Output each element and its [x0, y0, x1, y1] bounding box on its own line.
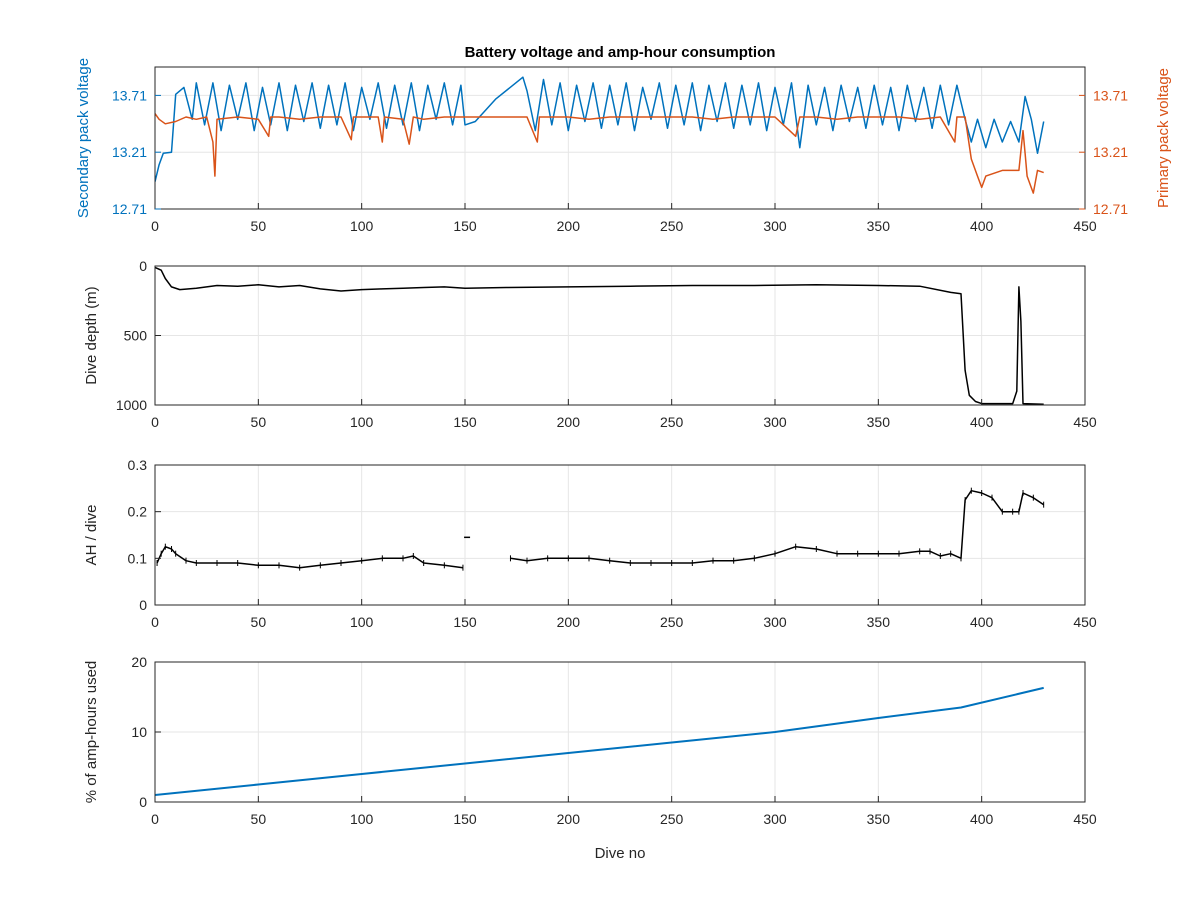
plot-area [155, 465, 1085, 605]
y-tick-label: 0 [139, 794, 147, 810]
x-tick-label: 400 [970, 414, 994, 430]
x-tick-label: 0 [151, 414, 159, 430]
x-tick-label: 200 [557, 218, 581, 234]
y-tick-label: 0 [139, 597, 147, 613]
series-line-1 [155, 686, 1044, 796]
y-tick-label: 13.71 [112, 87, 147, 103]
y-tick-label: 12.71 [112, 201, 147, 217]
x-tick-label: 300 [763, 414, 787, 430]
series-line-1 [155, 266, 1044, 405]
x-tick-label: 0 [151, 811, 159, 827]
x-tick-label: 250 [660, 414, 684, 430]
y-axis-label: % of amp-hours used [83, 661, 100, 804]
x-tick-label: 350 [867, 811, 891, 827]
x-tick-label: 100 [350, 414, 374, 430]
x-tick-label: 200 [557, 414, 581, 430]
y-tick-label: 0.3 [128, 457, 148, 473]
x-tick-label: 200 [557, 811, 581, 827]
chart-panel-3: 0 50 100 150 200 250 300 350 400 450 0 0.1 0.2 0.3 AH … [83, 457, 1097, 630]
y-tick-label: 20 [131, 654, 147, 670]
x-tick-label: 350 [867, 614, 891, 630]
x-tick-label: 50 [251, 811, 267, 827]
y-axis-label: Secondary pack voltage [75, 58, 92, 218]
axes-box [154, 464, 1086, 606]
x-tick-label: 300 [763, 614, 787, 630]
x-tick-label: 100 [350, 614, 374, 630]
y-tick-label: 0 [139, 258, 147, 274]
x-tick-label: 250 [660, 811, 684, 827]
series-group [155, 686, 1044, 796]
x-tick-label: 50 [251, 414, 267, 430]
x-tick-label: 150 [453, 811, 477, 827]
x-tick-label: 300 [763, 218, 787, 234]
series-line-2 [155, 113, 1044, 194]
y-axis-label: AH / dive [83, 505, 100, 566]
x-tick-label: 150 [453, 218, 477, 234]
y-axis-label: Dive depth (m) [83, 286, 100, 384]
x-tick-label: 450 [1073, 414, 1097, 430]
x-tick-label: 350 [867, 218, 891, 234]
x-tick-label: 450 [1073, 218, 1097, 234]
x-tick-label: 0 [151, 218, 159, 234]
chart-panel-4: 0 50 100 150 200 250 300 350 400 450 0 10 20 % of amp… [83, 654, 1097, 862]
x-tick-label: 50 [251, 614, 267, 630]
x-tick-label: 150 [453, 414, 477, 430]
y-tick-label: 0.1 [128, 550, 148, 566]
series-line-1 [155, 76, 1045, 182]
x-axis-label: Dive no [595, 845, 646, 862]
y-tick-label-right: 12.71 [1093, 201, 1128, 217]
x-tick-label: 100 [350, 811, 374, 827]
x-tick-label: 200 [557, 614, 581, 630]
series-group [155, 76, 1045, 194]
axes-box [154, 66, 1086, 210]
x-tick-label: 400 [970, 614, 994, 630]
x-tick-label: 0 [151, 614, 159, 630]
x-tick-label: 400 [970, 811, 994, 827]
x-tick-label: 350 [867, 414, 891, 430]
y-tick-label: 500 [124, 328, 148, 344]
y-tick-label: 1000 [116, 397, 147, 413]
y-tick-label-right: 13.71 [1093, 87, 1128, 103]
x-tick-label: 450 [1073, 614, 1097, 630]
chart-panel-2: 0 50 100 150 200 250 300 350 400 450 0 500 1000 Dive … [83, 258, 1097, 430]
x-tick-label: 100 [350, 218, 374, 234]
x-tick-label: 450 [1073, 811, 1097, 827]
x-tick-label: 250 [660, 218, 684, 234]
series-group [156, 487, 1045, 571]
x-tick-label: 300 [763, 811, 787, 827]
y-tick-label: 13.21 [112, 144, 147, 160]
x-tick-label: 400 [970, 218, 994, 234]
y-axis-label-right: Primary pack voltage [1155, 68, 1172, 208]
x-tick-label: 50 [251, 218, 267, 234]
y-tick-label-right: 13.21 [1093, 144, 1128, 160]
x-tick-label: 150 [453, 614, 477, 630]
y-tick-label: 0.2 [128, 504, 148, 520]
series-group [155, 266, 1044, 405]
y-tick-label: 10 [131, 724, 147, 740]
x-tick-label: 250 [660, 614, 684, 630]
chart-title: Battery voltage and amp-hour consumption [465, 44, 776, 61]
